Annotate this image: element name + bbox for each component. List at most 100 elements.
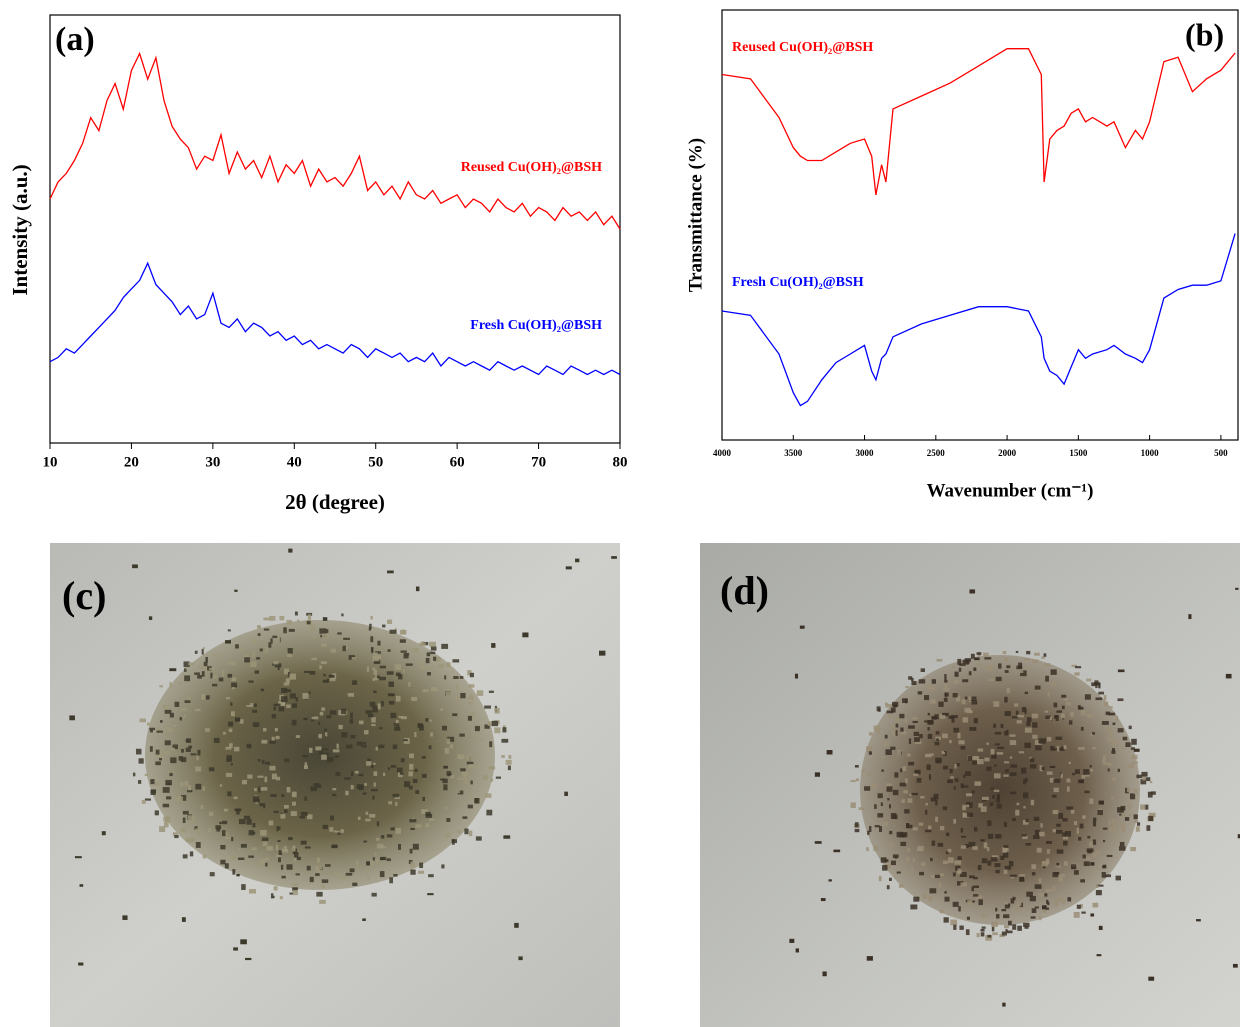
speck bbox=[1105, 874, 1112, 878]
speck bbox=[1130, 747, 1135, 750]
speck bbox=[1034, 652, 1040, 656]
speck bbox=[468, 695, 474, 700]
speck bbox=[264, 776, 268, 783]
speck bbox=[395, 827, 402, 834]
speck bbox=[854, 828, 860, 833]
speck bbox=[156, 730, 163, 733]
speck bbox=[414, 731, 417, 738]
speck bbox=[494, 727, 501, 734]
speck bbox=[996, 798, 1000, 803]
speck bbox=[1061, 694, 1067, 698]
speck bbox=[1085, 773, 1090, 777]
speck bbox=[349, 719, 354, 724]
speck bbox=[1098, 925, 1103, 930]
speck bbox=[1004, 657, 1009, 662]
speck bbox=[408, 785, 413, 790]
speck bbox=[1032, 835, 1040, 840]
speck bbox=[1008, 861, 1014, 867]
speck bbox=[410, 861, 415, 868]
speck bbox=[289, 693, 296, 699]
speck bbox=[958, 906, 961, 912]
speck bbox=[174, 701, 180, 707]
speck bbox=[286, 864, 293, 870]
speck bbox=[311, 635, 317, 638]
speck bbox=[1045, 907, 1050, 910]
speck bbox=[323, 673, 326, 677]
speck bbox=[319, 665, 322, 670]
speck bbox=[950, 776, 954, 779]
speck bbox=[993, 701, 1000, 707]
speck bbox=[989, 802, 994, 806]
speck bbox=[463, 775, 467, 779]
speck bbox=[978, 899, 983, 906]
plot-frame bbox=[49, 14, 621, 444]
speck bbox=[419, 724, 424, 731]
speck bbox=[925, 802, 929, 806]
speck bbox=[321, 748, 329, 751]
speck bbox=[289, 673, 296, 680]
speck bbox=[895, 730, 898, 736]
speck bbox=[1225, 673, 1232, 679]
speck bbox=[388, 700, 395, 705]
speck bbox=[935, 799, 938, 806]
speck bbox=[962, 659, 970, 665]
speck bbox=[149, 727, 156, 731]
speck bbox=[944, 674, 947, 680]
speck bbox=[349, 868, 355, 873]
panel-label: (c) bbox=[62, 573, 106, 618]
speck bbox=[957, 856, 962, 860]
speck bbox=[316, 891, 323, 897]
speck bbox=[122, 915, 128, 920]
speck bbox=[239, 719, 244, 724]
speck bbox=[381, 700, 384, 707]
speck bbox=[321, 707, 326, 711]
speck bbox=[1089, 798, 1094, 804]
speck bbox=[148, 616, 153, 620]
speck bbox=[422, 689, 429, 693]
speck bbox=[858, 807, 865, 810]
speck bbox=[1046, 736, 1052, 742]
speck bbox=[326, 715, 332, 719]
speck bbox=[999, 934, 1005, 938]
speck bbox=[1003, 822, 1008, 827]
speck bbox=[1021, 834, 1027, 837]
speck bbox=[230, 711, 235, 717]
speck bbox=[281, 875, 286, 879]
speck bbox=[231, 677, 237, 682]
speck bbox=[945, 713, 949, 717]
speck bbox=[916, 778, 922, 783]
x-tick-label: 40 bbox=[287, 454, 302, 470]
speck bbox=[329, 827, 334, 832]
speck bbox=[476, 690, 484, 696]
speck bbox=[1063, 892, 1069, 895]
speck bbox=[1118, 846, 1126, 851]
speck bbox=[1029, 895, 1036, 902]
speck bbox=[303, 717, 308, 721]
speck bbox=[417, 723, 423, 728]
speck bbox=[346, 744, 353, 749]
speck bbox=[892, 789, 899, 796]
speck bbox=[333, 872, 338, 876]
speck bbox=[985, 935, 993, 941]
speck bbox=[350, 734, 356, 739]
speck bbox=[968, 696, 972, 700]
speck bbox=[154, 781, 160, 787]
speck bbox=[442, 725, 447, 731]
speck bbox=[1135, 826, 1140, 832]
speck bbox=[1083, 861, 1090, 867]
x-tick-label: 500 bbox=[1214, 448, 1228, 458]
speck bbox=[919, 871, 924, 876]
speck bbox=[293, 857, 297, 862]
speck bbox=[278, 826, 281, 831]
speck bbox=[263, 727, 267, 732]
speck bbox=[231, 836, 234, 842]
speck bbox=[468, 712, 475, 718]
speck bbox=[487, 721, 494, 726]
speck bbox=[996, 752, 1004, 755]
speck bbox=[940, 873, 945, 876]
speck bbox=[993, 773, 1001, 779]
speck bbox=[319, 628, 327, 634]
speck bbox=[991, 921, 998, 927]
speck bbox=[1003, 914, 1010, 919]
speck bbox=[283, 809, 288, 813]
